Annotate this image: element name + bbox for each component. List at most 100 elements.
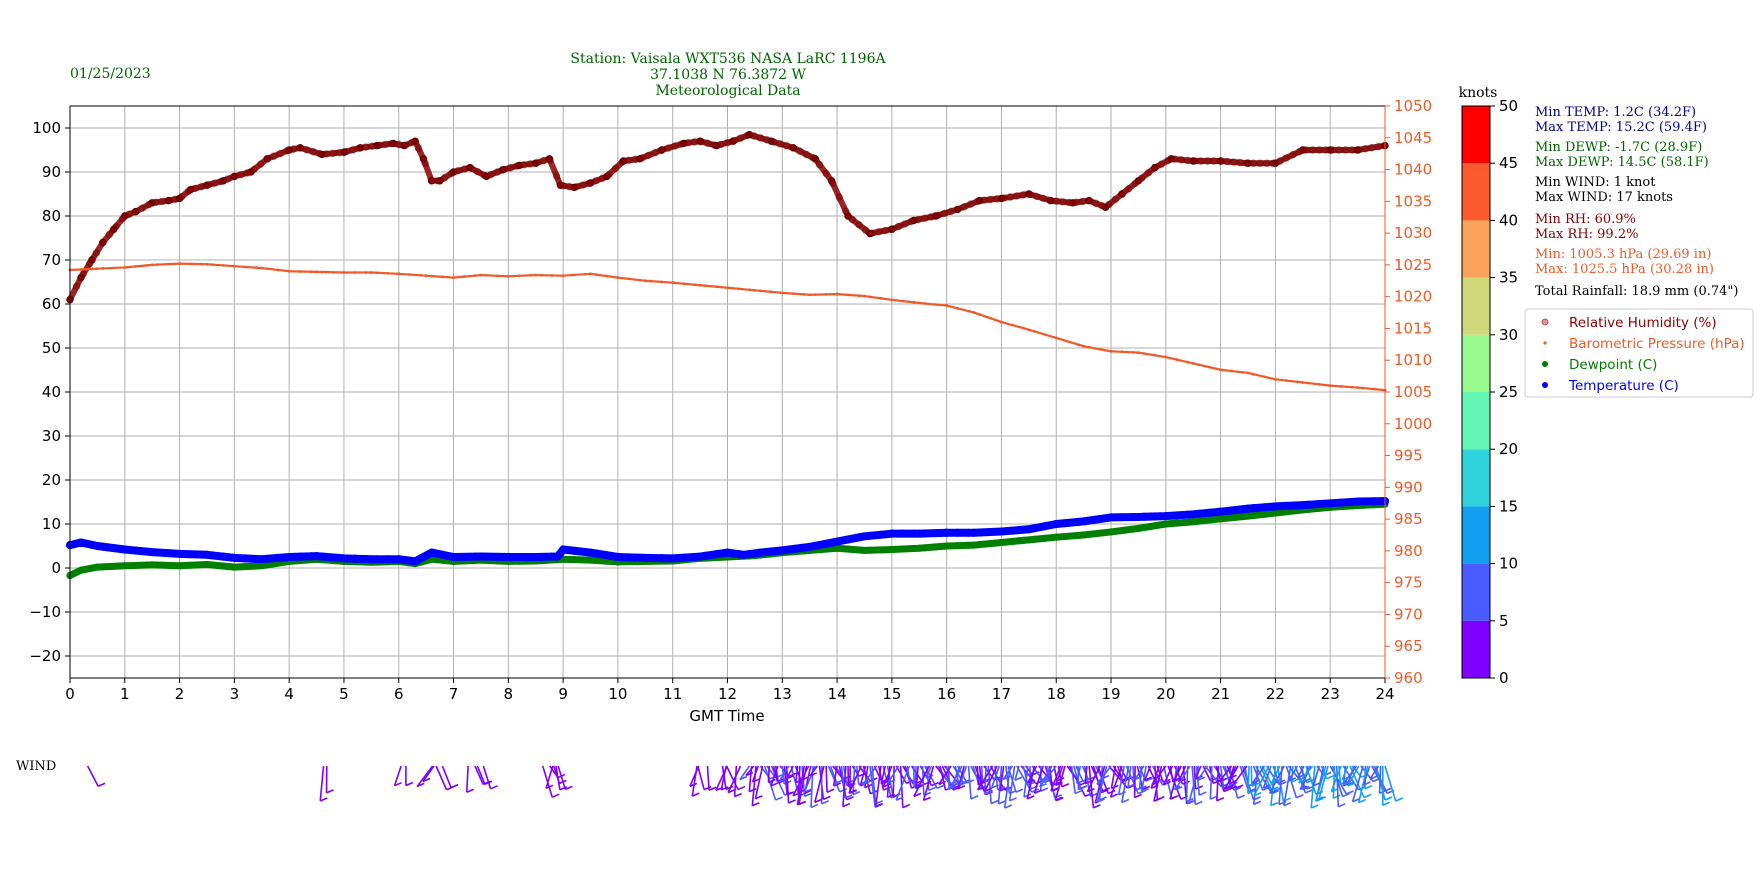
rh-marker [112, 222, 120, 231]
rh-marker [1045, 196, 1054, 204]
rh-marker [158, 197, 166, 206]
x-tick-label: 10 [608, 685, 627, 703]
rh-marker [381, 140, 390, 149]
wind-barb [1288, 765, 1299, 782]
wind-barb [319, 765, 325, 802]
pressure-point [589, 272, 592, 276]
wind-barb-flag [991, 784, 999, 789]
wind-label: WIND [16, 759, 56, 774]
dewpoint-marker [121, 562, 129, 570]
wind-barb-flag [959, 781, 968, 786]
pressure-marker [616, 276, 620, 279]
pressure-marker [780, 291, 784, 295]
pressure-marker [1306, 381, 1310, 385]
wind-barb [422, 765, 435, 783]
y2-tick-label: 1035 [1394, 192, 1432, 210]
wind-barb-flag [1188, 799, 1197, 805]
temperature-marker [1096, 514, 1105, 523]
wind-barb [1297, 765, 1305, 778]
rh-marker [447, 169, 456, 178]
pressure-marker [726, 286, 729, 290]
wind-barb [1173, 765, 1182, 781]
temperature-marker [668, 554, 677, 563]
wind-barb-flag [703, 785, 712, 791]
dewpoint-marker [1107, 528, 1115, 536]
wind-barb-flag [1318, 796, 1327, 801]
wind-barb [1169, 765, 1180, 800]
rh-marker [1223, 157, 1231, 166]
temperature-marker [296, 552, 305, 561]
pressure-marker [474, 274, 477, 277]
wind-barb-flag [97, 782, 106, 787]
temperature-marker [635, 553, 644, 562]
wind-barb [959, 765, 968, 786]
rh-marker [1335, 146, 1343, 154]
pressure-marker [485, 273, 488, 277]
pressure-marker [1175, 358, 1179, 361]
wind-barb [825, 765, 828, 793]
temperature-marker [1326, 499, 1335, 508]
rh-marker [999, 194, 1008, 202]
y2-tick-label: 960 [1394, 669, 1423, 687]
rh-marker [375, 141, 383, 150]
wind-barb-flag [950, 783, 959, 788]
wind-barb-flag [1298, 779, 1307, 784]
temperature-marker [405, 556, 414, 565]
pressure-marker [737, 287, 740, 291]
wind-barb-flag [1310, 804, 1319, 809]
wind-barb [1133, 765, 1136, 798]
rh-marker [79, 270, 87, 278]
stat-line: Max WIND: 17 knots [1535, 190, 1673, 205]
wind-barb-flag [1216, 797, 1225, 802]
pressure-marker [353, 271, 357, 274]
temperature-marker [1008, 526, 1017, 535]
wind-barb [778, 765, 790, 783]
chart-title-subtitle: Meteorological Data [655, 83, 800, 99]
wind-barb-flag [1054, 796, 1063, 801]
temperature-marker [1205, 508, 1214, 517]
wind-barb-flag [1121, 798, 1130, 804]
dewpoint-marker [1041, 534, 1049, 542]
colorbar-tick-label: 15 [1499, 497, 1518, 515]
x-tick-label: 13 [773, 685, 792, 703]
dewpoint-marker [198, 561, 205, 569]
pressure-marker [517, 274, 521, 278]
wind-barb [967, 765, 972, 799]
temperature-marker [855, 533, 863, 542]
temperature-marker [339, 554, 348, 563]
rh-marker [1078, 197, 1087, 206]
wind-barb-flag [936, 784, 945, 790]
wind-barb-flag [1039, 782, 1047, 788]
colorbar-tick-label: 40 [1499, 211, 1518, 229]
wind-barb [689, 765, 700, 787]
pressure-marker [232, 264, 236, 268]
y2-tick-label: 1045 [1394, 129, 1432, 147]
temperature-marker [186, 550, 195, 559]
wind-barb-flag [482, 780, 491, 786]
rh-marker [506, 164, 515, 172]
wind-barb [435, 765, 448, 791]
dewpoint-marker [132, 561, 140, 569]
rh-marker [329, 149, 337, 158]
temperature-marker [1052, 520, 1061, 528]
wind-barb-flag [1004, 804, 1013, 809]
pressure-point [808, 293, 812, 297]
wind-barb-flag [809, 772, 818, 777]
temperature-marker [613, 553, 622, 561]
pressure-point [95, 267, 99, 271]
wind-barb-flag [862, 780, 871, 786]
x-tick-label: 18 [1047, 685, 1066, 703]
temperature-marker [953, 528, 962, 537]
temperature-marker [833, 537, 842, 546]
wind-barb [739, 765, 751, 780]
rh-marker [875, 228, 883, 236]
rh-marker [1216, 157, 1225, 165]
wind-barb-flag [1153, 797, 1162, 802]
rh-marker [1348, 146, 1356, 154]
temperature-marker [208, 551, 217, 560]
rh-marker [855, 221, 863, 229]
dewpoint-marker [143, 561, 151, 569]
rh-marker [1184, 156, 1192, 165]
dewpoint-marker [866, 546, 874, 554]
wind-barb-flag [1291, 778, 1299, 783]
